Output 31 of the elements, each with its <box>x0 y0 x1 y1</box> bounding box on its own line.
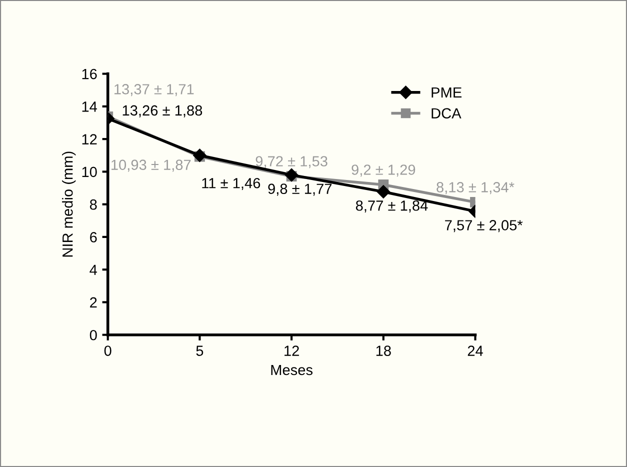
y-tick-label: 0 <box>90 330 97 340</box>
legend-label: PME <box>432 87 462 98</box>
x-tick-label: 18 <box>376 346 391 356</box>
data-label: 13,37 ± 1,71 <box>114 84 194 96</box>
y-tick-label: 6 <box>90 232 97 242</box>
legend-label: DCA <box>432 108 462 119</box>
point <box>376 185 390 198</box>
y-tick-label: 10 <box>82 166 97 178</box>
data-label: 9,8 ± 1,77 <box>268 184 332 196</box>
point <box>284 168 298 182</box>
x-tick-label: 12 <box>284 346 299 356</box>
x-tick-label: 5 <box>196 346 204 356</box>
x-tick-label: 0 <box>104 346 112 356</box>
data-label: 8,77 ± 1,84 <box>356 200 428 213</box>
data-label: 11 ± 1,46 <box>202 178 260 190</box>
x-tick-label: 24 <box>468 346 483 356</box>
data-label: 9,72 ± 1,53 <box>256 156 328 168</box>
data-label: 9,2 ± 1,29 <box>352 164 416 177</box>
y-tick-label: 8 <box>90 199 97 210</box>
data-label: 13,26 ± 1,88 <box>122 105 202 118</box>
y-tick-label: 14 <box>82 102 97 112</box>
y-tick-label: 4 <box>90 264 97 275</box>
y-tick-label: 16 <box>82 68 97 80</box>
data-label: 10,93 ± 1,87 <box>112 160 191 172</box>
y-tick-label: 2 <box>90 297 97 308</box>
data-label: 7,57 ± 2,05* <box>445 220 523 232</box>
y-axis-title: NIR medio (mm) <box>62 152 76 257</box>
point <box>193 148 206 162</box>
y-tick-label: 12 <box>82 134 97 144</box>
x-axis-title: Meses <box>271 364 313 376</box>
data-label: 8,13 ± 1,34* <box>436 182 514 194</box>
